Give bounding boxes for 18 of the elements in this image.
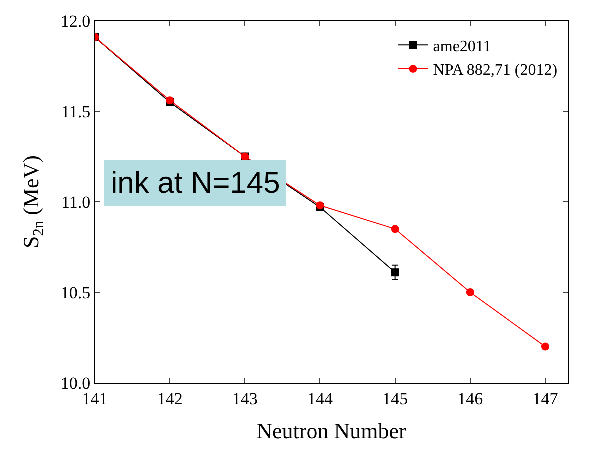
y-tick-label: 11.0 xyxy=(61,192,91,212)
y-tick-label: 11.5 xyxy=(61,102,91,122)
x-tick-label: 142 xyxy=(157,389,183,408)
y-tick-label: 12.0 xyxy=(60,12,91,31)
x-axis-title: Neutron Number xyxy=(256,418,408,444)
point xyxy=(391,268,400,277)
y-tick-label: 10.5 xyxy=(60,283,91,302)
x-tick-label: 147 xyxy=(532,389,559,408)
point xyxy=(391,225,400,234)
legend-label: NPA 882,71 (2012) xyxy=(433,62,558,80)
annotation: ink at N=145 xyxy=(111,167,280,200)
x-tick-label: 144 xyxy=(307,389,334,408)
x-tick-label: 143 xyxy=(232,389,258,408)
x-tick-label: 145 xyxy=(382,389,408,408)
legend-label: ame2011 xyxy=(433,38,492,56)
x-tick-label: 146 xyxy=(458,389,484,408)
point xyxy=(541,342,550,351)
point xyxy=(466,288,474,296)
